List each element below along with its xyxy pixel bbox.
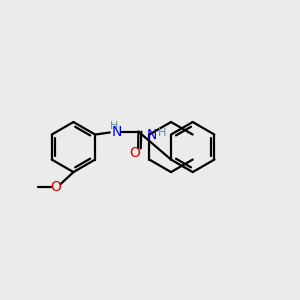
Text: O: O	[129, 146, 140, 160]
Text: O: O	[50, 180, 61, 194]
Text: H: H	[158, 128, 166, 138]
Text: N: N	[111, 124, 122, 139]
Text: H: H	[110, 121, 118, 131]
Text: N: N	[146, 128, 157, 142]
